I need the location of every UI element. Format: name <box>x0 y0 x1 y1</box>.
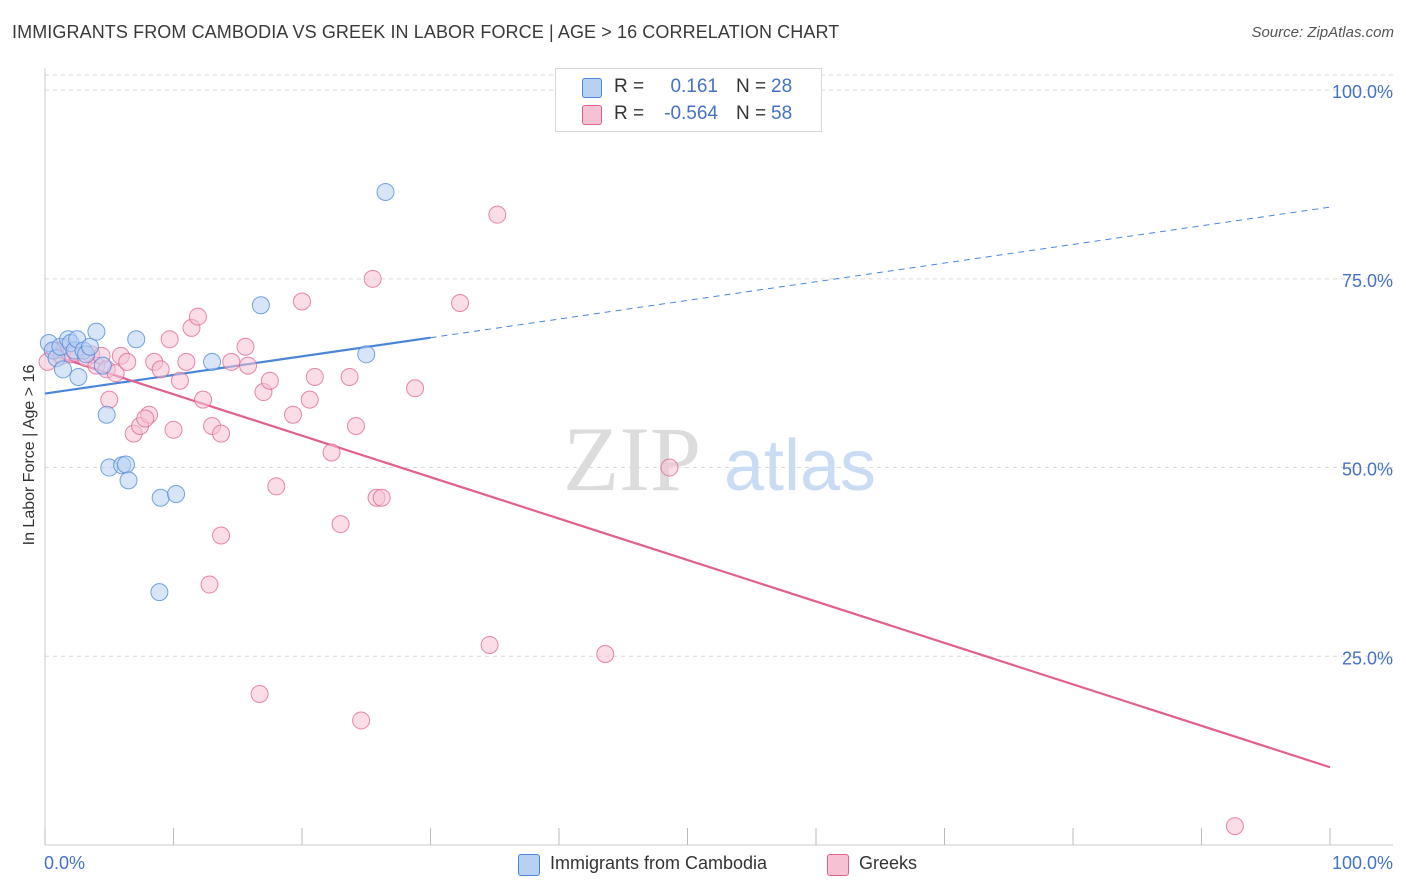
data-point-greeks <box>100 390 119 409</box>
data-point-greeks <box>164 420 183 439</box>
data-point-cambodia <box>251 296 270 315</box>
axes <box>44 68 1393 846</box>
data-point-cambodia <box>80 337 99 356</box>
data-point-greeks <box>222 352 241 371</box>
bottom-legend-label: Greeks <box>859 853 918 873</box>
bottom-legend-swatch-pink <box>827 854 849 876</box>
data-point-greeks <box>293 292 311 311</box>
data-point-greeks <box>284 405 303 424</box>
data-point-greeks <box>480 635 499 654</box>
data-point-greeks <box>212 526 231 545</box>
data-point-greeks <box>660 458 679 477</box>
data-point-greeks <box>300 390 319 409</box>
data-point-cambodia <box>357 345 376 364</box>
legend-r-label: R = <box>614 103 645 124</box>
data-point-greeks <box>596 645 615 664</box>
data-point-greeks <box>1225 817 1244 836</box>
y-tick-label-25: 25.0% <box>1342 648 1393 668</box>
legend-r-value: -0.564 <box>664 103 718 124</box>
x-tick-label-max: 100.0% <box>1332 853 1393 873</box>
legend-row-greeks: R = -0.564 N = 58 <box>556 100 821 128</box>
data-point-greeks <box>200 575 219 594</box>
legend-n-value: 28 <box>771 76 793 97</box>
data-point-cambodia <box>69 367 88 386</box>
data-point-greeks <box>188 307 207 326</box>
data-point-greeks <box>260 371 279 390</box>
data-point-greeks <box>236 337 255 356</box>
data-point-greeks <box>239 356 258 375</box>
legend-n-label: N = <box>736 103 767 124</box>
y-tick-label-75: 75.0% <box>1342 271 1393 291</box>
watermark-atlas: atlas <box>724 426 876 506</box>
trend-line-cambodia-extension <box>430 206 1331 339</box>
data-point-cambodia <box>53 360 72 379</box>
watermark-zip: ZIP <box>563 408 701 510</box>
source-label: Source: ZipAtlas.com <box>1251 24 1394 41</box>
bottom-legend-label: Immigrants from Cambodia <box>550 853 768 873</box>
data-point-greeks <box>267 477 286 496</box>
legend-r-value: 0.161 <box>670 76 718 97</box>
data-point-cambodia <box>93 356 112 375</box>
data-point-greeks <box>406 379 425 398</box>
legend-row-cambodia: R = 0.161 N = 28 <box>556 73 821 101</box>
x-tick-label-min: 0.0% <box>44 853 85 873</box>
data-point-greeks <box>488 205 507 224</box>
data-point-greeks <box>118 352 137 371</box>
data-point-cambodia <box>116 455 135 474</box>
data-point-greeks <box>340 367 359 386</box>
trend-line-greeks <box>44 351 1331 769</box>
tick-labels: 0.0% 100.0% 25.0% 50.0% 75.0% 100.0% <box>44 82 1393 873</box>
correlation-legend: R = 0.161 N = 28 R = -0.564 N = 58 <box>555 68 822 132</box>
data-point-greeks <box>136 409 155 428</box>
watermark: ZIP atlas <box>563 408 876 510</box>
data-points <box>38 183 1244 836</box>
data-point-greeks <box>363 269 382 288</box>
data-point-cambodia <box>127 330 146 349</box>
bottom-legend-swatch-blue <box>518 854 540 876</box>
y-tick-label-50: 50.0% <box>1342 460 1393 480</box>
data-point-greeks <box>346 417 365 436</box>
legend-r-label: R = <box>614 76 645 97</box>
data-point-greeks <box>151 360 170 379</box>
data-point-cambodia <box>150 583 169 602</box>
chart-title: IMMIGRANTS FROM CAMBODIA VS GREEK IN LAB… <box>12 22 840 42</box>
legend-swatch-blue <box>582 78 602 98</box>
data-point-cambodia <box>151 488 170 507</box>
data-point-greeks <box>331 515 350 534</box>
data-point-cambodia <box>167 484 186 503</box>
data-point-greeks <box>372 488 391 507</box>
data-point-greeks <box>451 293 470 312</box>
legend-n-label: N = <box>736 76 767 97</box>
data-point-greeks <box>212 424 231 443</box>
data-point-greeks <box>170 371 189 390</box>
data-point-cambodia <box>119 471 138 490</box>
y-tick-label-100: 100.0% <box>1332 82 1393 102</box>
data-point-cambodia <box>203 352 222 371</box>
data-point-cambodia <box>97 405 116 424</box>
data-point-greeks <box>250 685 269 704</box>
legend-n-value: 58 <box>771 103 793 124</box>
data-point-greeks <box>160 330 179 349</box>
data-point-greeks <box>352 711 371 730</box>
data-point-greeks <box>194 390 213 409</box>
data-point-cambodia <box>87 322 106 341</box>
data-point-greeks <box>322 443 341 462</box>
data-point-greeks <box>305 367 324 386</box>
legend-swatch-pink <box>582 105 602 125</box>
data-point-cambodia <box>376 183 395 202</box>
data-point-greeks <box>177 352 196 371</box>
